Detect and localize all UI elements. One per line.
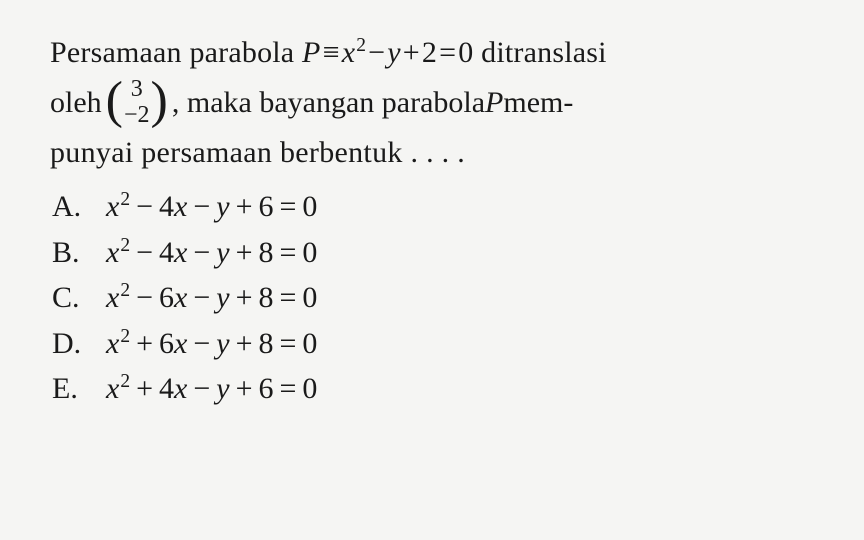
- op-sign: −: [193, 281, 210, 314]
- op-sign: −: [193, 190, 210, 223]
- close-paren-icon: ): [151, 75, 168, 127]
- const: 8: [259, 236, 274, 269]
- plus-sign: +: [403, 36, 420, 69]
- var-x: x: [106, 372, 119, 405]
- text-mem: mem-: [503, 80, 573, 125]
- var-x2: x: [174, 190, 187, 223]
- zero: 0: [302, 281, 317, 314]
- identical-sign: ≡: [323, 36, 340, 69]
- option-c: C. x2−6x−y+8=0: [52, 276, 814, 320]
- exponent: 2: [356, 35, 366, 56]
- num-zero: 0: [458, 36, 473, 69]
- var-p: P: [302, 36, 321, 69]
- equals-sign: =: [280, 372, 297, 405]
- var-y: y: [216, 372, 229, 405]
- zero: 0: [302, 372, 317, 405]
- var-p-2: P: [485, 80, 503, 125]
- option-letter: E.: [52, 367, 106, 411]
- const: 6: [259, 190, 274, 223]
- vector-top: 3: [131, 77, 143, 102]
- option-equation: x2−4x−y+6=0: [106, 185, 317, 229]
- op-sign: −: [136, 190, 153, 223]
- var-x: x: [106, 190, 119, 223]
- equals-sign: =: [280, 190, 297, 223]
- exponent: 2: [120, 189, 130, 210]
- op-sign: +: [236, 281, 253, 314]
- var-x2: x: [174, 236, 187, 269]
- zero: 0: [302, 190, 317, 223]
- option-equation: x2+4x−y+6=0: [106, 367, 317, 411]
- option-b: B. x2−4x−y+8=0: [52, 231, 814, 275]
- var-x: x: [342, 36, 356, 69]
- var-y: y: [387, 36, 401, 69]
- var-x: x: [106, 236, 119, 269]
- text-maka: , maka bayangan parabola: [172, 80, 485, 125]
- op-sign: −: [193, 327, 210, 360]
- text-post: ditranslasi: [473, 36, 606, 69]
- var-x2: x: [174, 281, 187, 314]
- equals-sign: =: [280, 236, 297, 269]
- option-equation: x2+6x−y+8=0: [106, 322, 317, 366]
- const: 6: [259, 372, 274, 405]
- op-sign: −: [193, 236, 210, 269]
- option-equation: x2−6x−y+8=0: [106, 276, 317, 320]
- op-sign: −: [136, 236, 153, 269]
- op-sign: +: [236, 236, 253, 269]
- op-sign: +: [136, 327, 153, 360]
- text-oleh: oleh: [50, 80, 102, 125]
- var-x: x: [106, 327, 119, 360]
- option-letter: D.: [52, 322, 106, 366]
- option-letter: C.: [52, 276, 106, 320]
- option-d: D. x2+6x−y+8=0: [52, 322, 814, 366]
- equals-sign: =: [280, 281, 297, 314]
- option-e: E. x2+4x−y+6=0: [52, 367, 814, 411]
- zero: 0: [302, 327, 317, 360]
- text-pre: Persamaan parabola: [50, 36, 302, 69]
- var-x: x: [106, 281, 119, 314]
- options-list: A. x2−4x−y+6=0 B. x2−4x−y+8=0 C. x2−6x−y…: [50, 185, 814, 411]
- translation-vector: ( 3 −2 ): [106, 77, 168, 129]
- coef: 4: [159, 190, 174, 223]
- var-y: y: [216, 236, 229, 269]
- var-y: y: [216, 327, 229, 360]
- coef: 6: [159, 281, 174, 314]
- option-a: A. x2−4x−y+6=0: [52, 185, 814, 229]
- option-equation: x2−4x−y+8=0: [106, 231, 317, 275]
- op-sign: +: [236, 372, 253, 405]
- problem-line-1: Persamaan parabola P≡x2−y+2=0 ditranslas…: [50, 30, 814, 75]
- exponent: 2: [120, 235, 130, 256]
- var-x2: x: [174, 372, 187, 405]
- op-sign: +: [236, 327, 253, 360]
- zero: 0: [302, 236, 317, 269]
- op-sign: −: [193, 372, 210, 405]
- minus-sign: −: [368, 36, 385, 69]
- coef: 4: [159, 372, 174, 405]
- option-letter: A.: [52, 185, 106, 229]
- equals-sign: =: [439, 36, 456, 69]
- vector-bottom: −2: [124, 103, 150, 128]
- equals-sign: =: [280, 327, 297, 360]
- var-y: y: [216, 190, 229, 223]
- const: 8: [259, 327, 274, 360]
- op-sign: +: [136, 372, 153, 405]
- num-two: 2: [422, 36, 437, 69]
- problem-line-3: punyai persamaan berbentuk . . . .: [50, 130, 814, 175]
- coef: 6: [159, 327, 174, 360]
- var-x2: x: [174, 327, 187, 360]
- problem-line-2: oleh ( 3 −2 ) , maka bayangan parabola P…: [50, 75, 814, 130]
- coef: 4: [159, 236, 174, 269]
- exponent: 2: [120, 326, 130, 347]
- op-sign: +: [236, 190, 253, 223]
- exponent: 2: [120, 280, 130, 301]
- open-paren-icon: (: [106, 75, 123, 127]
- var-y: y: [216, 281, 229, 314]
- option-letter: B.: [52, 231, 106, 275]
- op-sign: −: [136, 281, 153, 314]
- const: 8: [259, 281, 274, 314]
- exponent: 2: [120, 371, 130, 392]
